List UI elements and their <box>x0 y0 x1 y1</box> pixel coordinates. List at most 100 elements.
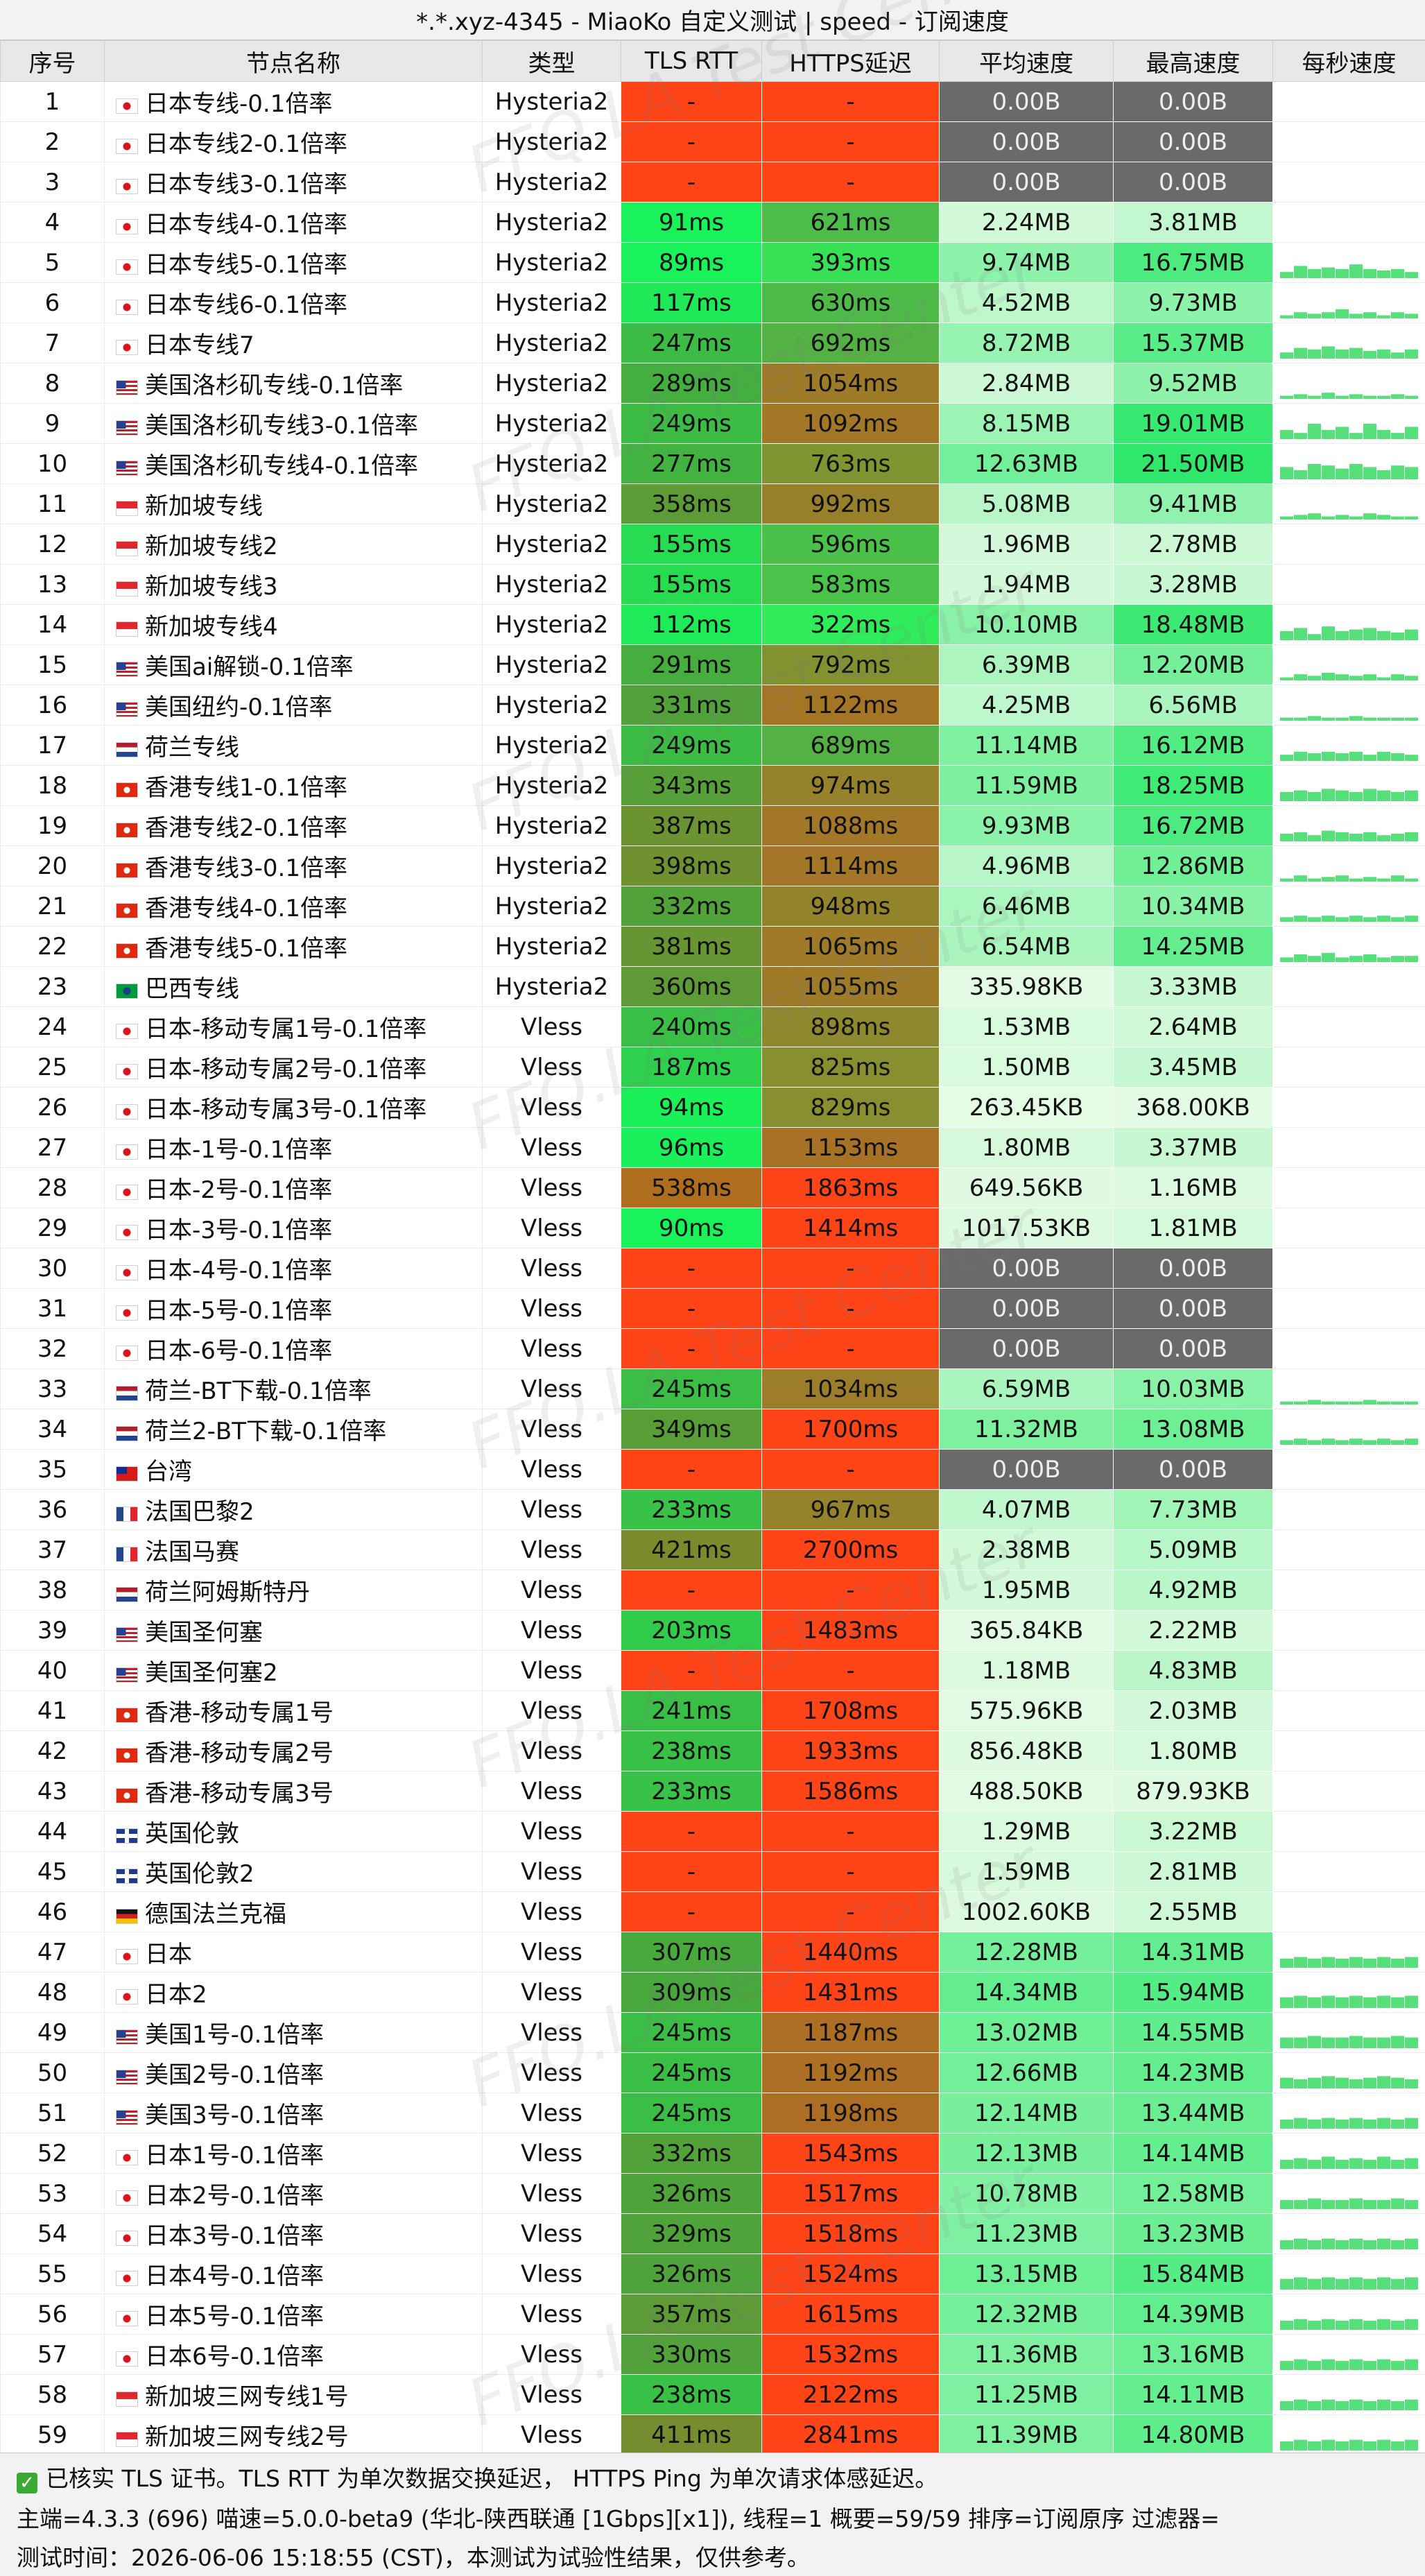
table-row[interactable]: 36 法国巴黎2 Vless 233ms 967ms 4.07MB 7.73MB <box>0 1489 1425 1530</box>
col-header-name[interactable]: 节点名称 <box>104 40 483 82</box>
table-row[interactable]: 53 日本2号-0.1倍率 Vless 326ms 1517ms 10.78MB 12.58… <box>0 2173 1425 2214</box>
table-row[interactable]: 24 日本-移动专属1号-0.1倍率 Vless 240ms 898ms 1.53MB 2.… <box>0 1006 1425 1047</box>
table-row[interactable]: 41 香港-移动专属1号 Vless 241ms 1708ms 575.96KB 2.03M… <box>0 1690 1425 1731</box>
col-header-avg-speed[interactable]: 平均速度 <box>939 40 1114 82</box>
https-delay: 898ms <box>761 1006 940 1047</box>
col-header-per-second[interactable]: 每秒速度 <box>1272 40 1425 82</box>
flag-jp-icon <box>116 2190 138 2206</box>
sparkline-bar <box>1376 834 1390 841</box>
https-delay: 948ms <box>761 886 940 927</box>
table-row[interactable]: 44 英国伦敦 Vless - -1.29MB 3.22MB <box>0 1811 1425 1852</box>
table-row[interactable]: 19 香港专线2-0.1倍率 Hysteria2 387ms 1088ms 9.93MB 1… <box>0 805 1425 846</box>
table-row[interactable]: 21 香港专线4-0.1倍率 Hysteria2 332ms 948ms 6.46MB 10… <box>0 886 1425 927</box>
table-row[interactable]: 13 新加坡专线3 Hysteria2 155ms 583ms 1.94MB 3.28MB <box>0 564 1425 605</box>
table-row[interactable]: 11 新加坡专线 Hysteria2 358ms 992ms 5.08MB 9.41MB <box>0 483 1425 524</box>
table-row[interactable]: 25 日本-移动专属2号-0.1倍率 Vless 187ms 825ms 1.50MB 3.… <box>0 1047 1425 1088</box>
https-delay: - <box>761 121 940 162</box>
sparkline-bar <box>1363 1958 1376 1968</box>
table-row[interactable]: 6 日本专线6-0.1倍率 Hysteria2 117ms 630ms 4.52MB 9.7… <box>0 282 1425 323</box>
table-row[interactable]: 59 新加坡三网专线2号 Vless 411ms 2841ms 11.39MB 14.80M… <box>0 2414 1425 2455</box>
table-row[interactable]: 45 英国伦敦2 Vless - -1.59MB 2.81MB <box>0 1851 1425 1892</box>
table-row[interactable]: 12 新加坡专线2 Hysteria2 155ms 596ms 1.96MB 2.78MB <box>0 524 1425 565</box>
sparkline-bar <box>1404 915 1418 922</box>
table-row[interactable]: 51 美国3号-0.1倍率 Vless 245ms 1198ms 12.14MB 13.44… <box>0 2093 1425 2133</box>
sparkline-bar <box>1376 2276 1390 2290</box>
per-second-speed-cell <box>1272 966 1425 1007</box>
table-row[interactable]: 26 日本-移动专属3号-0.1倍率 Vless 94ms 829ms 263.45KB 3… <box>0 1087 1425 1128</box>
per-second-speed-cell <box>1272 1409 1425 1450</box>
table-row[interactable]: 47 日本 Vless 307ms 1440ms 12.28MB 14.31MB <box>0 1932 1425 1973</box>
node-name: 日本2号-0.1倍率 <box>145 2182 324 2210</box>
row-index: 38 <box>0 1570 105 1611</box>
col-header-type[interactable]: 类型 <box>482 40 621 82</box>
table-row[interactable]: 7 日本专线7 Hysteria2 247ms 692ms 8.72MB 15.37MB <box>0 323 1425 363</box>
per-second-speed-cell <box>1272 2052 1425 2093</box>
table-row[interactable]: 3 日本专线3-0.1倍率 Hysteria2- -0.00B 0.00B <box>0 162 1425 203</box>
table-row[interactable]: 48 日本2 Vless 309ms 1431ms 14.34MB 15.94MB <box>0 1972 1425 2013</box>
table-row[interactable]: 18 香港专线1-0.1倍率 Hysteria2 343ms 974ms 11.59MB 1… <box>0 765 1425 806</box>
table-row[interactable]: 22 香港专线5-0.1倍率 Hysteria2 381ms 1065ms 6.54MB 1… <box>0 926 1425 967</box>
table-row[interactable]: 9 美国洛杉矶专线3-0.1倍率 Hysteria2 249ms 1092ms 8.15M… <box>0 403 1425 444</box>
table-row[interactable]: 15 美国ai解锁-0.1倍率 Hysteria2 291ms 792ms 6.39MB 1… <box>0 644 1425 685</box>
flag-sg-icon <box>116 621 138 637</box>
table-row[interactable]: 46 德国法兰克福 Vless - -1002.60KB 2.55MB <box>0 1891 1425 1932</box>
table-row[interactable]: 34 荷兰2-BT下载-0.1倍率 Vless 349ms 1700ms 11.32MB 1… <box>0 1409 1425 1450</box>
table-row[interactable]: 43 香港-移动专属3号 Vless 233ms 1586ms 488.50KB 879.9… <box>0 1771 1425 1812</box>
row-index: 43 <box>0 1771 105 1812</box>
table-row[interactable]: 4 日本专线4-0.1倍率 Hysteria2 91ms 621ms 2.24MB 3.81… <box>0 202 1425 243</box>
table-row[interactable]: 35 台湾 Vless - -0.00B 0.00B <box>0 1449 1425 1490</box>
sparkline-bar <box>1376 2399 1390 2410</box>
table-row[interactable]: 28 日本-2号-0.1倍率 Vless 538ms 1863ms 649.56KB 1.1… <box>0 1167 1425 1208</box>
tls-rtt: 249ms <box>621 403 762 444</box>
table-row[interactable]: 38 荷兰阿姆斯特丹 Vless - -1.95MB 4.92MB <box>0 1570 1425 1611</box>
table-row[interactable]: 55 日本4号-0.1倍率 Vless 326ms 1524ms 13.15MB 15.84… <box>0 2253 1425 2294</box>
table-row[interactable]: 1 日本专线-0.1倍率 Hysteria2- -0.00B 0.00B <box>0 81 1425 122</box>
col-header-https-delay[interactable]: HTTPS延迟 <box>761 40 940 82</box>
table-row[interactable]: 17 荷兰专线 Hysteria2 249ms 689ms 11.14MB 16.12MB <box>0 725 1425 766</box>
table-row[interactable]: 40 美国圣何塞2 Vless - -1.18MB 4.83MB <box>0 1650 1425 1691</box>
tls-rtt: 247ms <box>621 323 762 363</box>
table-row[interactable]: 31 日本-5号-0.1倍率 Vless - -0.00B 0.00B <box>0 1288 1425 1329</box>
tls-rtt: 91ms <box>621 202 762 243</box>
table-row[interactable]: 23 巴西专线 Hysteria2 360ms 1055ms 335.98KB 3.33MB <box>0 966 1425 1007</box>
node-name-cell: 美国洛杉矶专线4-0.1倍率 <box>104 443 483 484</box>
tls-rtt: 94ms <box>621 1087 762 1128</box>
table-row[interactable]: 14 新加坡专线4 Hysteria2 112ms 322ms 10.10MB 18.48M… <box>0 604 1425 645</box>
avg-speed: 8.15MB <box>939 403 1114 444</box>
table-row[interactable]: 10 美国洛杉矶专线4-0.1倍率 Hysteria2 277ms 763ms 12.63… <box>0 443 1425 484</box>
max-speed: 4.83MB <box>1113 1650 1273 1691</box>
table-row[interactable]: 30 日本-4号-0.1倍率 Vless - -0.00B 0.00B <box>0 1248 1425 1289</box>
table-row[interactable]: 33 荷兰-BT下载-0.1倍率 Vless 245ms 1034ms 6.59MB 10.… <box>0 1368 1425 1409</box>
table-row[interactable]: 42 香港-移动专属2号 Vless 238ms 1933ms 856.48KB 1.80M… <box>0 1731 1425 1771</box>
table-row[interactable]: 57 日本6号-0.1倍率 Vless 330ms 1532ms 11.36MB 13.16… <box>0 2334 1425 2375</box>
node-type: Hysteria2 <box>482 363 621 404</box>
table-row[interactable]: 16 美国纽约-0.1倍率 Hysteria2 331ms 1122ms 4.25MB 6.… <box>0 685 1425 725</box>
table-row[interactable]: 2 日本专线2-0.1倍率 Hysteria2- -0.00B 0.00B <box>0 121 1425 162</box>
col-header-tls-rtt[interactable]: TLS RTT <box>621 40 762 82</box>
table-row[interactable]: 49 美国1号-0.1倍率 Vless 245ms 1187ms 13.02MB 14.55… <box>0 2012 1425 2053</box>
speed-sparkline <box>1279 2075 1418 2088</box>
node-type: Hysteria2 <box>482 524 621 565</box>
table-row[interactable]: 54 日本3号-0.1倍率 Vless 329ms 1518ms 11.23MB 13.23… <box>0 2213 1425 2254</box>
per-second-speed-cell <box>1272 2012 1425 2053</box>
row-index: 20 <box>0 845 105 886</box>
col-header-index[interactable]: 序号 <box>0 40 105 82</box>
table-row[interactable]: 52 日本1号-0.1倍率 Vless 332ms 1543ms 12.13MB 14.14… <box>0 2133 1425 2174</box>
table-row[interactable]: 56 日本5号-0.1倍率 Vless 357ms 1615ms 12.32MB 14.39… <box>0 2294 1425 2335</box>
table-row[interactable]: 27 日本-1号-0.1倍率 Vless 96ms 1153ms 1.80MB 3.37MB <box>0 1127 1425 1168</box>
sparkline-bar <box>1335 309 1349 318</box>
table-row[interactable]: 37 法国马赛 Vless 421ms 2700ms 2.38MB 5.09MB <box>0 1529 1425 1570</box>
sparkline-bar <box>1307 2360 1321 2370</box>
table-row[interactable]: 8 美国洛杉矶专线-0.1倍率 Hysteria2 289ms 1054ms 2.84MB… <box>0 363 1425 404</box>
col-header-max-speed[interactable]: 最高速度 <box>1113 40 1273 82</box>
table-row[interactable]: 58 新加坡三网专线1号 Vless 238ms 2122ms 11.25MB 14.11M… <box>0 2374 1425 2415</box>
table-row[interactable]: 39 美国圣何塞 Vless 203ms 1483ms 365.84KB 2.22MB <box>0 1610 1425 1651</box>
table-row[interactable]: 29 日本-3号-0.1倍率 Vless 90ms 1414ms 1017.53KB 1.8… <box>0 1208 1425 1248</box>
table-row[interactable]: 32 日本-6号-0.1倍率 Vless - -0.00B 0.00B <box>0 1328 1425 1369</box>
table-row[interactable]: 5 日本专线5-0.1倍率 Hysteria2 89ms 393ms 9.74MB 16.7… <box>0 242 1425 283</box>
max-speed: 0.00B <box>1113 1248 1273 1289</box>
table-row[interactable]: 20 香港专线3-0.1倍率 Hysteria2 398ms 1114ms 4.96MB 1… <box>0 845 1425 886</box>
tls-rtt: 187ms <box>621 1047 762 1088</box>
sparkline-bar <box>1321 2439 1335 2450</box>
table-row[interactable]: 50 美国2号-0.1倍率 Vless 245ms 1192ms 12.66MB 14.23… <box>0 2052 1425 2093</box>
